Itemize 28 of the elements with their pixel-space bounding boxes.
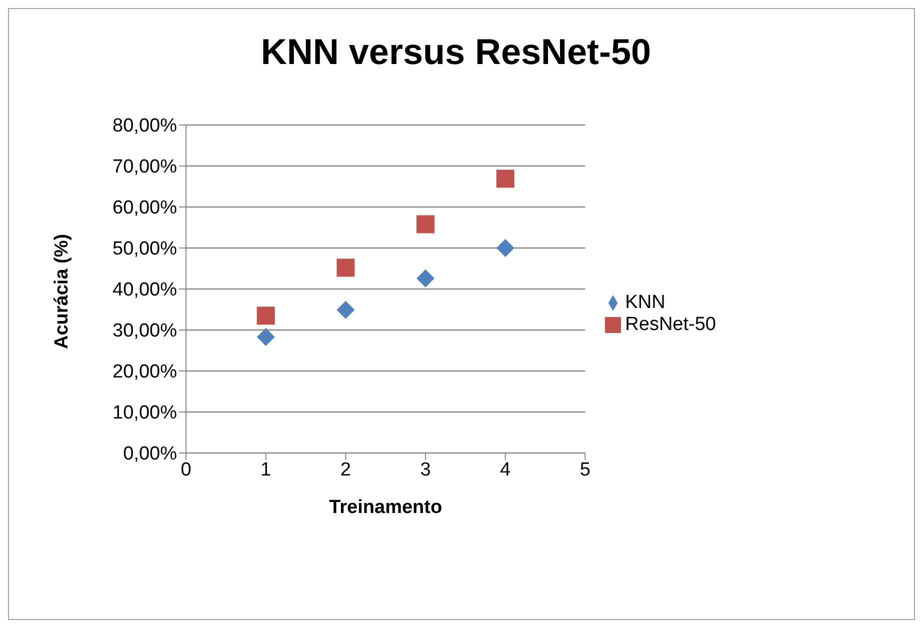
point [416, 215, 435, 234]
y-tick-label: 70,00% [112, 156, 178, 178]
point [256, 328, 275, 346]
x-tick-label: 0 [180, 459, 192, 480]
x-axis-title: Treinamento [329, 497, 442, 518]
x-tick-label: 5 [580, 459, 590, 480]
x-tick-label: 1 [260, 459, 272, 480]
point [496, 239, 514, 257]
x-tick-label: 3 [420, 459, 431, 480]
legend-label: KNN [625, 292, 666, 313]
point [336, 258, 355, 277]
y-tick-label: 40,00% [112, 280, 178, 301]
y-axis-title: Acurácia (%) [52, 234, 73, 349]
y-tick-label: 30,00% [112, 320, 178, 342]
legend-label: ResNet-50 [625, 314, 716, 335]
chart-title: KNN versus ResNet-50 [260, 31, 652, 73]
point [496, 170, 514, 188]
point [336, 300, 355, 319]
y-tick-label: 50,00% [112, 238, 178, 260]
x-tick-label: 2 [340, 459, 351, 480]
y-tick-label: 10,00% [112, 402, 178, 424]
point [416, 269, 435, 288]
point [256, 306, 275, 325]
y-tick-label: 20,00% [112, 362, 178, 383]
x-tick-label: 4 [500, 459, 512, 480]
y-tick-label: 0,00% [123, 444, 178, 465]
y-tick-label: 80,00% [112, 116, 178, 137]
y-tick-label: 60,00% [112, 198, 178, 219]
